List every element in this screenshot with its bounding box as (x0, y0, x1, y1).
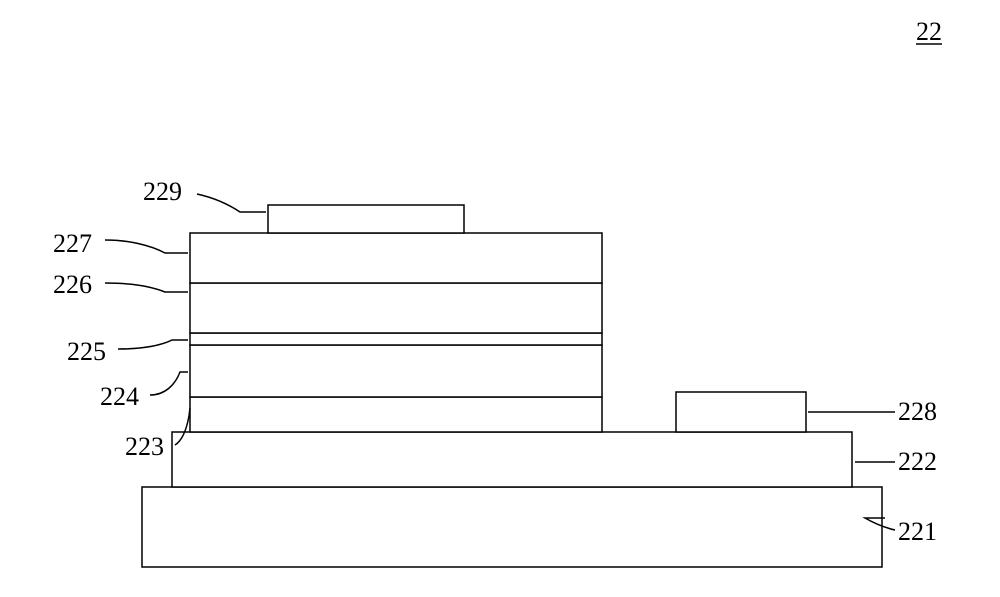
leader-226 (105, 283, 188, 292)
layer-225 (190, 333, 602, 345)
schematic-diagram: 229 227 226 225 224 223 228 222 221 22 (0, 0, 1000, 597)
layer-stack (142, 205, 882, 567)
leader-227 (105, 240, 188, 253)
label-224: 224 (100, 382, 139, 411)
figure-number-text: 22 (916, 17, 942, 46)
layer-226 (190, 283, 602, 333)
label-226: 226 (53, 270, 92, 299)
top-electrode-229 (268, 205, 464, 233)
label-221: 221 (898, 517, 937, 546)
label-229: 229 (143, 177, 182, 206)
label-227: 227 (53, 229, 92, 258)
leader-224 (150, 372, 188, 395)
leader-229 (197, 194, 266, 212)
label-222: 222 (898, 447, 937, 476)
layer-223 (190, 397, 602, 432)
lower-layer-222 (172, 432, 852, 487)
label-223: 223 (125, 432, 164, 461)
layer-227 (190, 233, 602, 283)
leader-225 (118, 340, 188, 349)
layer-224 (190, 345, 602, 397)
label-228: 228 (898, 397, 937, 426)
substrate (142, 487, 882, 567)
side-electrode-228 (676, 392, 806, 432)
label-225: 225 (67, 337, 106, 366)
figure-number: 22 (916, 17, 942, 46)
